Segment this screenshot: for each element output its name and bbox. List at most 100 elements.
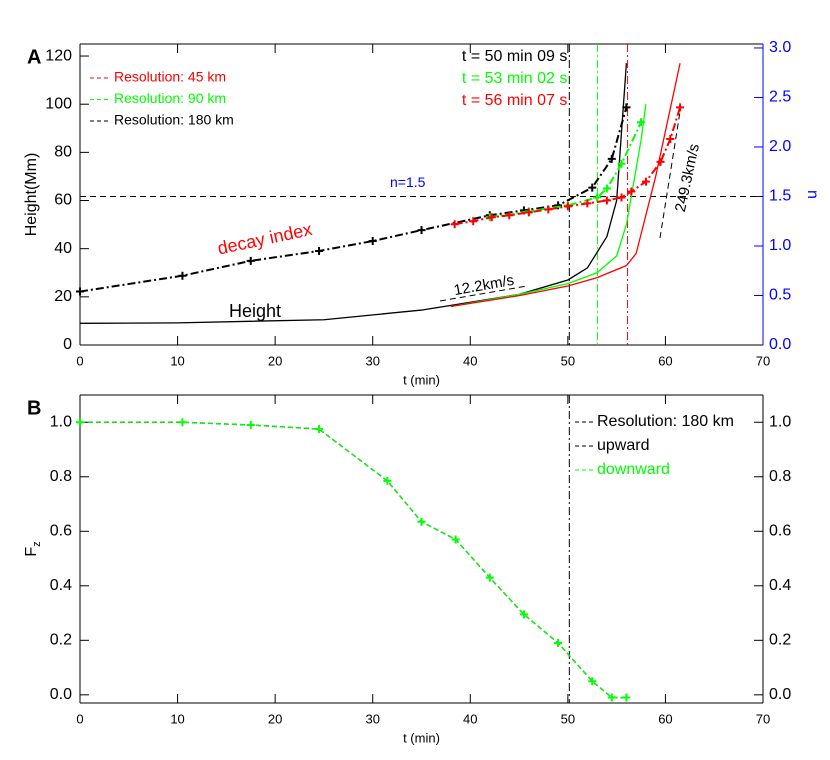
panel-label: A [27, 46, 41, 68]
annotation: decay index [216, 219, 314, 259]
point-marker [666, 135, 675, 144]
point-marker [76, 418, 84, 427]
annotation: 12.2km/s [452, 272, 515, 299]
x-axis-label: t (min) [403, 372, 440, 387]
point-marker [451, 535, 460, 544]
point-marker [622, 693, 631, 702]
time-marker-label: t = 50 min 09 s [462, 48, 567, 65]
point-marker [315, 246, 324, 255]
point-marker [554, 639, 563, 648]
legend-label: Resolution: 90 km [114, 90, 226, 106]
x-tick-label: 50 [561, 711, 575, 726]
x-tick-label: 30 [365, 711, 379, 726]
point-marker [178, 418, 187, 427]
slope-guide [659, 111, 681, 239]
y-axis-label: Fz [23, 541, 43, 556]
point-marker [554, 201, 563, 210]
point-marker [583, 199, 592, 208]
y2-tick-label: 1.0 [769, 237, 791, 254]
y-tick-label: 40 [54, 240, 72, 257]
y-axis-label-base: Height(Mm) [23, 153, 40, 237]
y-right-tick-label: 1.0 [769, 413, 791, 430]
point-marker [315, 425, 324, 434]
point-marker [617, 159, 626, 168]
panel: 0 10 20 30 40 50 60 70 0 20 40 60 80 100 120 0.0 0.5 1.0 1… [23, 39, 821, 387]
reference-label: n=1.5 [390, 174, 426, 190]
point-marker [656, 157, 665, 166]
point-marker [417, 517, 426, 526]
x-tick-label: 0 [76, 353, 83, 368]
point-marker [607, 154, 616, 163]
time-marker-label: t = 53 min 02 s [462, 70, 567, 87]
point-marker [607, 693, 616, 702]
y-axis-label-sub: z [31, 541, 43, 547]
point-marker [485, 573, 494, 582]
y2-tick-label: 2.0 [769, 138, 791, 155]
y-right-tick-label: 0.8 [769, 468, 791, 485]
y-right-tick-label: 0.0 [769, 686, 791, 703]
y-tick-label: 0.0 [50, 686, 72, 703]
point-marker [563, 202, 572, 211]
series-line [80, 107, 628, 293]
y2-tick-label: 1.5 [769, 188, 791, 205]
y-tick-label: 0.4 [50, 577, 72, 594]
time-marker-label: t = 56 min 07 s [462, 92, 567, 109]
x-tick-label: 70 [756, 353, 770, 368]
point-marker [246, 420, 255, 429]
point-marker [627, 187, 636, 196]
point-marker [602, 196, 611, 205]
y2-tick-label: 0.0 [769, 336, 791, 353]
legend-label: downward [597, 461, 670, 478]
point-marker [641, 177, 650, 186]
y-tick-label: 60 [54, 192, 72, 209]
x-tick-label: 20 [268, 353, 282, 368]
point-marker [593, 193, 602, 202]
x-tick-label: 30 [365, 353, 379, 368]
y-right-tick-label: 0.2 [769, 632, 791, 649]
legend-label: Resolution: 180 km [114, 112, 234, 128]
series-line [450, 104, 647, 308]
point-marker [622, 103, 631, 112]
panel: 0 10 20 30 40 50 60 70 0.0 0.0 0.2 0.2 0.4 0.4 0.6 0.6 0… [23, 394, 791, 745]
series-line [80, 63, 628, 324]
slope-guide [439, 285, 528, 302]
y2-tick-label: 0.5 [769, 287, 791, 304]
point-marker [588, 677, 597, 686]
x-tick-label: 60 [658, 711, 672, 726]
annotation: Height [229, 301, 281, 321]
point-marker [383, 476, 392, 485]
point-marker [76, 287, 84, 296]
series-line [80, 421, 627, 699]
y2-tick-label: 3.0 [769, 39, 791, 56]
point-marker [676, 103, 685, 112]
x-axis-label: t (min) [403, 730, 440, 745]
point-marker [602, 184, 611, 193]
point-marker [368, 237, 377, 246]
y-tick-label: 1.0 [50, 413, 72, 430]
point-marker [524, 208, 533, 217]
y-right-tick-label: 0.6 [769, 523, 791, 540]
y2-axis-label: n [804, 190, 821, 199]
y-tick-label: 100 [45, 95, 72, 112]
x-tick-label: 0 [76, 711, 83, 726]
series-line [80, 421, 627, 699]
point-marker [450, 220, 459, 229]
point-marker [246, 256, 255, 265]
y-tick-label: 0.2 [50, 632, 72, 649]
y2-tick-label: 2.5 [769, 89, 791, 106]
y-tick-label: 0 [63, 336, 72, 353]
y-tick-label: 20 [54, 288, 72, 305]
y-tick-label: 120 [45, 47, 72, 64]
point-marker [505, 211, 514, 220]
y-axis-label: Height(Mm) [23, 153, 40, 237]
panel-label: B [27, 397, 41, 419]
x-tick-label: 20 [268, 711, 282, 726]
y-right-tick-label: 0.4 [769, 577, 791, 594]
series-line [450, 63, 681, 308]
y-tick-label: 80 [54, 144, 72, 161]
x-tick-label: 40 [463, 711, 477, 726]
point-marker [617, 193, 626, 202]
y-axis-label-base: F [23, 547, 40, 557]
x-tick-label: 40 [463, 353, 477, 368]
